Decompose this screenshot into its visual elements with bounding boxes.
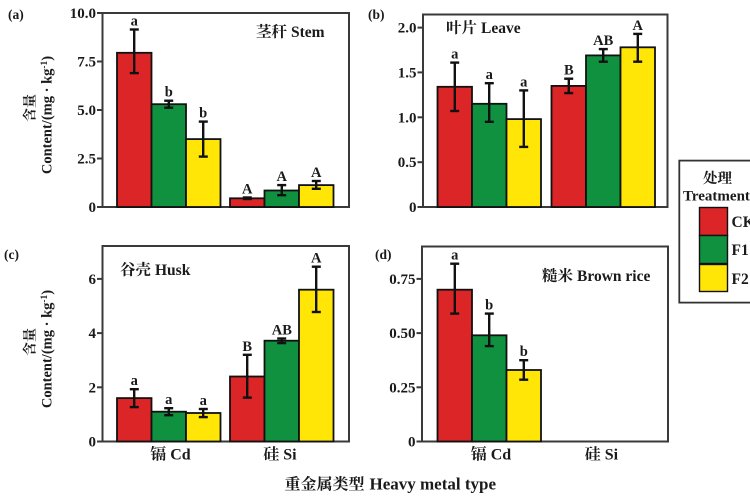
svg-text:1.5: 1.5 bbox=[398, 65, 417, 81]
svg-text:2.0: 2.0 bbox=[398, 21, 417, 37]
svg-text:1.0: 1.0 bbox=[398, 110, 417, 126]
svg-text:7.5: 7.5 bbox=[77, 55, 96, 71]
svg-text:a: a bbox=[486, 67, 494, 83]
svg-text:10.0: 10.0 bbox=[70, 6, 96, 22]
svg-text:4: 4 bbox=[89, 326, 97, 342]
svg-text:0.25: 0.25 bbox=[389, 380, 415, 396]
svg-text:AB: AB bbox=[272, 323, 292, 339]
svg-text:(d): (d) bbox=[375, 247, 392, 262]
svg-text:B: B bbox=[564, 63, 574, 79]
svg-text:b: b bbox=[520, 344, 528, 360]
svg-text:(a): (a) bbox=[8, 7, 24, 22]
svg-text:Brown rice: Brown rice bbox=[577, 268, 650, 285]
svg-text:6: 6 bbox=[89, 272, 97, 288]
svg-text:A: A bbox=[277, 169, 288, 185]
svg-text:Cd: Cd bbox=[170, 447, 191, 464]
svg-text:0: 0 bbox=[409, 200, 417, 216]
svg-text:a: a bbox=[131, 14, 139, 30]
svg-text:a: a bbox=[451, 47, 459, 63]
svg-text:Leave: Leave bbox=[481, 20, 521, 37]
svg-text:Content/(mg · kg-1): Content/(mg · kg-1) bbox=[40, 56, 56, 174]
svg-text:Cd: Cd bbox=[491, 447, 512, 464]
svg-text:5.0: 5.0 bbox=[77, 103, 96, 119]
svg-text:Si: Si bbox=[605, 447, 619, 464]
svg-text:0.5: 0.5 bbox=[398, 155, 417, 171]
svg-text:Si: Si bbox=[283, 447, 297, 464]
svg-text:0: 0 bbox=[408, 435, 416, 451]
svg-text:F2: F2 bbox=[732, 271, 749, 288]
svg-text:A: A bbox=[633, 18, 644, 34]
svg-text:F1: F1 bbox=[732, 242, 749, 259]
svg-text:a: a bbox=[451, 248, 459, 264]
svg-text:b: b bbox=[199, 106, 207, 122]
svg-text:0: 0 bbox=[89, 200, 97, 216]
svg-text:a: a bbox=[165, 392, 173, 408]
svg-text:B: B bbox=[242, 339, 252, 355]
svg-text:a: a bbox=[520, 74, 528, 90]
svg-text:b: b bbox=[165, 85, 173, 101]
svg-text:a: a bbox=[131, 373, 139, 389]
svg-text:A: A bbox=[311, 165, 322, 181]
svg-text:(c): (c) bbox=[4, 247, 19, 262]
svg-text:AB: AB bbox=[593, 33, 613, 49]
svg-text:0.75: 0.75 bbox=[389, 272, 415, 288]
svg-text:2: 2 bbox=[89, 380, 97, 396]
svg-text:Treatment: Treatment bbox=[683, 189, 750, 205]
svg-text:0: 0 bbox=[89, 435, 97, 451]
svg-text:(b): (b) bbox=[368, 7, 385, 22]
svg-text:A: A bbox=[311, 251, 322, 267]
svg-text:Heavy metal type: Heavy metal type bbox=[370, 475, 497, 494]
svg-text:Stem: Stem bbox=[291, 24, 325, 41]
svg-text:Content/(mg · kg-1): Content/(mg · kg-1) bbox=[40, 290, 56, 408]
svg-text:Husk: Husk bbox=[155, 262, 191, 279]
svg-text:0.50: 0.50 bbox=[389, 326, 415, 342]
svg-text:b: b bbox=[485, 298, 493, 314]
svg-text:A: A bbox=[242, 182, 253, 198]
svg-text:CK: CK bbox=[732, 214, 750, 231]
svg-text:2.5: 2.5 bbox=[77, 152, 96, 168]
svg-text:a: a bbox=[200, 393, 208, 409]
